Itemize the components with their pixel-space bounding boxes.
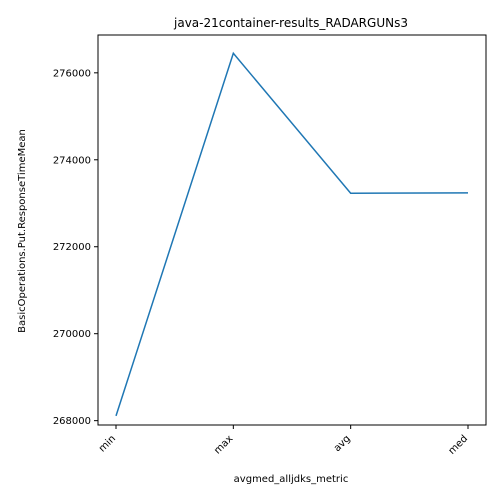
x-axis-title: avgmed_alljdks_metric xyxy=(234,474,349,485)
y-tick-label: 270000 xyxy=(53,329,91,340)
y-tick-label: 272000 xyxy=(53,242,91,253)
y-tick-label: 276000 xyxy=(53,68,91,79)
y-tick-label: 274000 xyxy=(53,155,91,166)
chart-title: java-21container-results_RADARGUNs3 xyxy=(173,16,408,30)
y-axis-title: BasicOperations.Put.ResponseTimeMean xyxy=(17,129,28,333)
y-tick-label: 268000 xyxy=(53,416,91,427)
plot-frame xyxy=(97,34,487,426)
series-line xyxy=(115,51,469,417)
